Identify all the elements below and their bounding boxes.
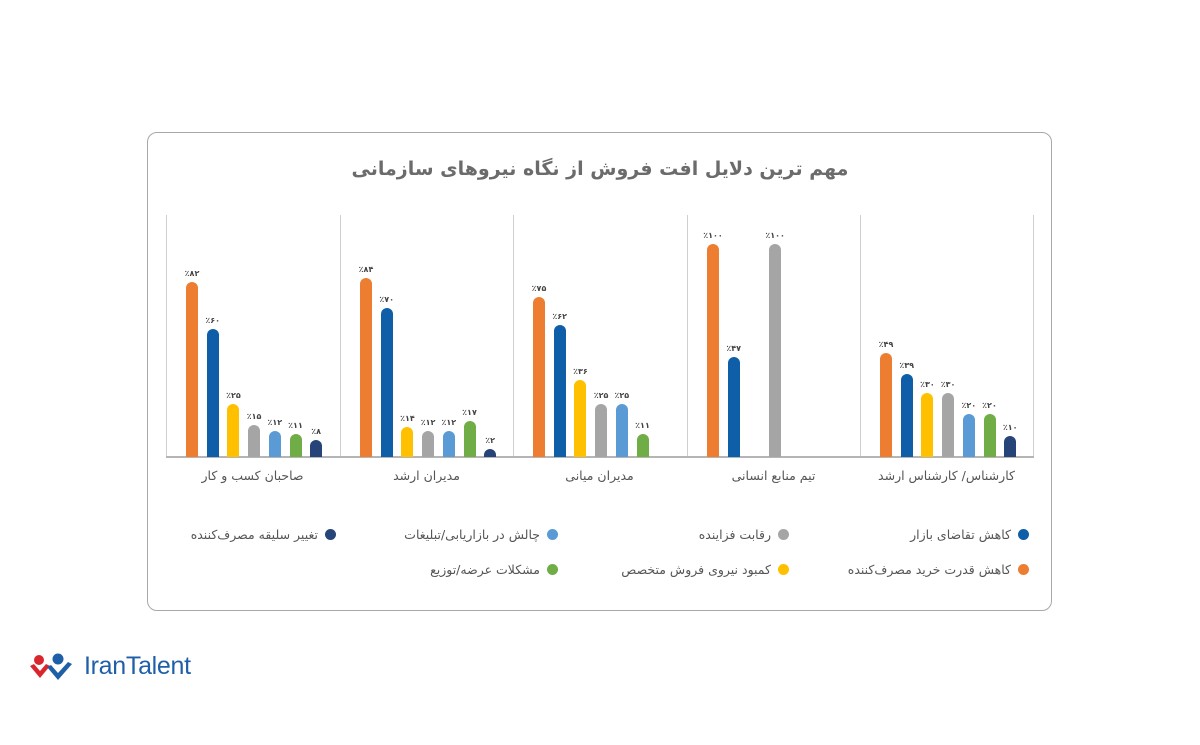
legend-label: مشکلات عرضه/توزیع <box>430 562 540 577</box>
bar <box>227 403 240 457</box>
bar <box>380 307 393 457</box>
bar <box>248 425 261 457</box>
chart-card <box>147 132 1052 611</box>
bar <box>310 439 323 457</box>
bar-value-label: ٪۱۲ <box>441 418 457 428</box>
bar <box>401 427 414 457</box>
x-axis-baseline <box>166 456 1034 458</box>
legend-item-purchasing-power-drop: کاهش قدرت خرید مصرف‌کننده <box>848 562 1029 577</box>
legend-dot-icon <box>325 529 336 540</box>
legend-item-competition: رقابت فزاینده <box>699 527 789 542</box>
bar-value-label: ٪۲۰ <box>982 401 997 411</box>
bar-value-label: ٪۸۴ <box>358 265 374 275</box>
bar <box>921 393 934 457</box>
category-separator <box>1033 215 1034 457</box>
category-label: مدیران ارشد <box>393 468 460 483</box>
bar <box>727 356 740 457</box>
bar-value-label: ٪۶۲ <box>552 311 568 321</box>
bar <box>186 282 198 457</box>
bar <box>268 431 281 457</box>
bar <box>900 373 913 457</box>
bar-value-label: ٪۸۲ <box>184 269 200 279</box>
category-label: تیم منابع انسانی <box>731 468 816 483</box>
bar-value-label: ٪۲ <box>485 436 496 445</box>
bar-value-label: ٪۱۱ <box>288 420 303 430</box>
bar <box>422 431 435 457</box>
legend-dot-icon <box>547 564 558 575</box>
bar <box>442 431 455 457</box>
logo-text: IranTalent <box>84 652 191 680</box>
legend-dot-icon <box>1018 529 1029 540</box>
bar-value-label: ٪۶۰ <box>205 316 221 326</box>
bar <box>707 244 719 457</box>
bar <box>983 414 996 457</box>
bar-value-label: ٪۳۶ <box>573 367 588 377</box>
bar <box>553 324 566 457</box>
bar-value-label: ٪۳۹ <box>899 360 915 370</box>
legend-label: تغییر سلیقه مصرف‌کننده <box>190 527 318 542</box>
bar <box>769 244 782 457</box>
irantalent-logo: IranTalent <box>28 652 191 681</box>
category-separator <box>513 215 514 457</box>
legend-label: رقابت فزاینده <box>698 527 771 542</box>
legend-dot-icon <box>778 529 789 540</box>
legend-item-skilled-shortage: کمبود نیروی فروش متخصص <box>621 562 789 577</box>
bar <box>1004 435 1017 457</box>
bar <box>880 352 892 457</box>
bar-value-label: ٪۷۵ <box>531 284 547 294</box>
legend-label: کاهش قدرت خرید مصرف‌کننده <box>847 562 1011 577</box>
bar-value-label: ٪۴۹ <box>878 339 894 349</box>
category-label: مدیران میانی <box>565 468 634 483</box>
bar-value-label: ٪۲۵ <box>226 390 241 400</box>
bar-value-label: ٪۱۰۰ <box>765 231 785 240</box>
legend-dot-icon <box>547 529 558 540</box>
bar <box>574 380 587 457</box>
bar-value-label: ٪۱۷ <box>462 407 477 417</box>
legend-item-supply-distribution: مشکلات عرضه/توزیع <box>430 562 558 577</box>
bar-value-label: ٪۴۷ <box>726 343 742 353</box>
legend-label: کاهش تقاضای بازار <box>910 527 1011 542</box>
bar <box>942 393 955 457</box>
bar-value-label: ٪۱۵ <box>246 412 262 422</box>
bar <box>595 403 608 457</box>
bar <box>206 329 219 457</box>
bar-value-label: ٪۸ <box>311 426 322 436</box>
bar-value-label: ٪۱۰ <box>1002 422 1018 432</box>
chart-title: مهم ترین دلایل افت فروش از نگاه نیروهای … <box>351 158 849 180</box>
bar <box>463 420 476 457</box>
bar <box>962 414 975 457</box>
category-label: صاحبان کسب و کار <box>201 468 304 483</box>
logo-people-icon <box>30 653 72 680</box>
bar-value-label: ٪۲۰ <box>961 401 977 411</box>
bar <box>484 449 497 457</box>
legend-label: چالش در بازاریابی/تبلیغات <box>404 527 540 542</box>
bar-value-label: ٪۱۲ <box>267 418 283 428</box>
bar-value-label: ٪۱۲ <box>420 418 436 428</box>
category-separator <box>166 215 167 457</box>
legend-dot-icon <box>1018 564 1029 575</box>
bar-value-label: ٪۱۱ <box>635 420 650 430</box>
legend-label: کمبود نیروی فروش متخصص <box>621 562 771 577</box>
category-separator <box>687 215 688 457</box>
bar-value-label: ٪۲۵ <box>593 390 609 400</box>
bar <box>533 297 545 457</box>
legend-item-marketing-challenge: چالش در بازاریابی/تبلیغات <box>404 527 558 542</box>
bar <box>615 403 628 457</box>
category-separator <box>340 215 341 457</box>
bar <box>360 278 372 457</box>
legend-dot-icon <box>778 564 789 575</box>
bar-value-label: ٪۲۵ <box>614 390 630 400</box>
bar-value-label: ٪۱۰۰ <box>703 231 723 240</box>
bar <box>289 433 302 457</box>
bar-value-label: ٪۱۴ <box>400 414 415 424</box>
legend-item-demand-drop: کاهش تقاضای بازار <box>910 527 1029 542</box>
legend-item-taste-change: تغییر سلیقه مصرف‌کننده <box>191 527 336 542</box>
category-separator <box>860 215 861 457</box>
category-label: کارشناس/ کارشناس ارشد <box>878 468 1015 483</box>
bar <box>636 433 649 457</box>
bar-value-label: ٪۷۰ <box>379 294 395 304</box>
bar-value-label: ٪۳۰ <box>940 380 956 390</box>
bar-value-label: ٪۳۰ <box>920 380 935 390</box>
